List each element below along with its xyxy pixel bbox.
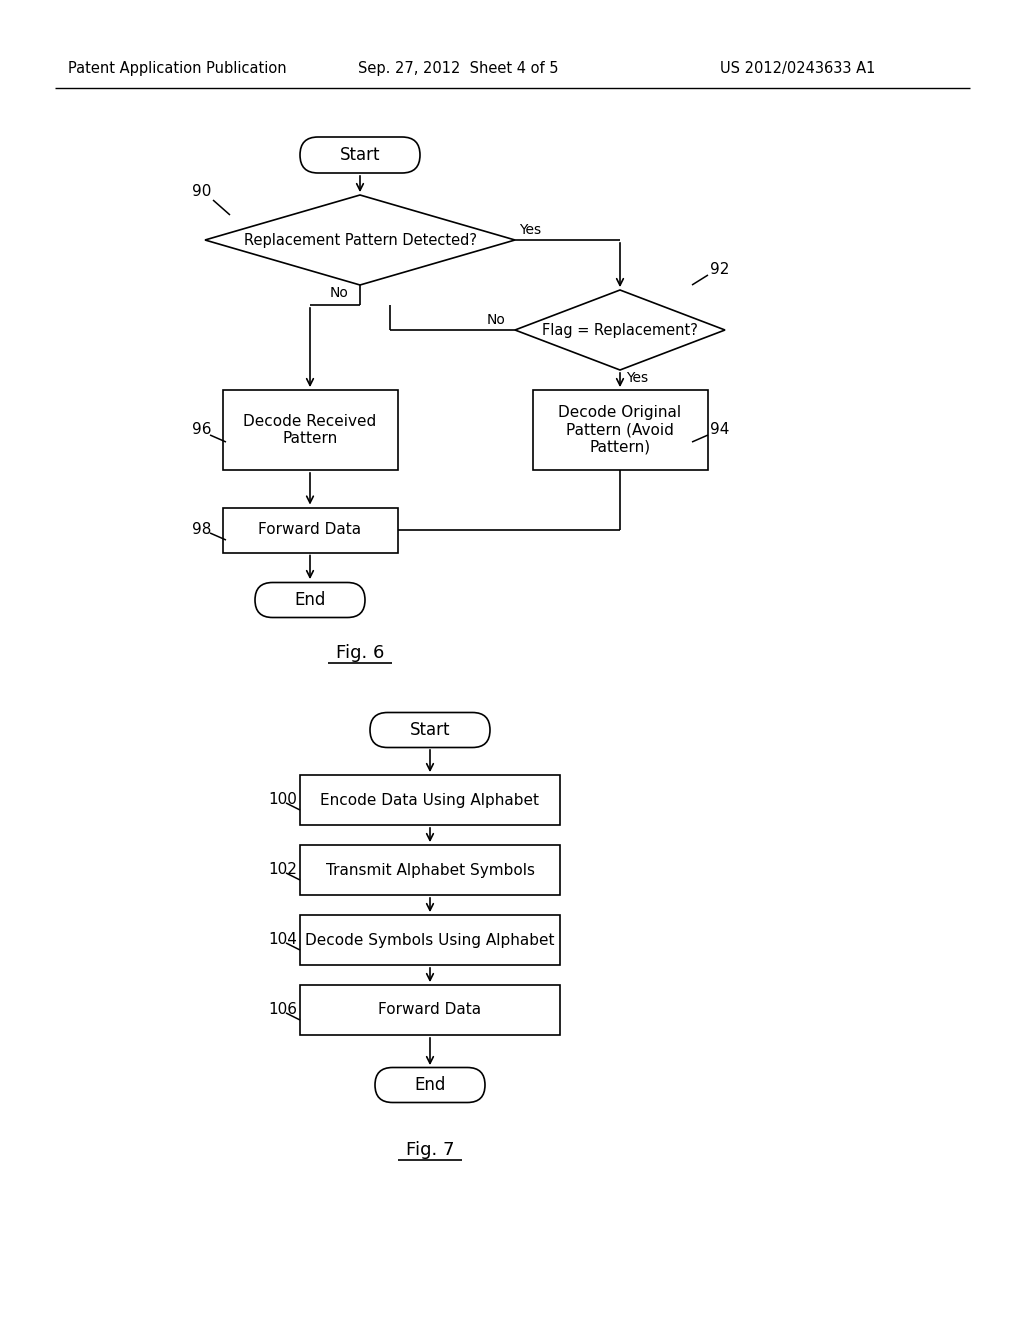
Text: No: No [330,286,349,300]
Text: Decode Original
Pattern (Avoid
Pattern): Decode Original Pattern (Avoid Pattern) [558,405,682,455]
Text: Sep. 27, 2012  Sheet 4 of 5: Sep. 27, 2012 Sheet 4 of 5 [358,61,558,75]
Polygon shape [515,290,725,370]
Bar [300,845,560,895]
Text: Yes: Yes [519,223,541,238]
Text: Forward Data: Forward Data [379,1002,481,1018]
FancyBboxPatch shape [370,713,490,747]
Text: 102: 102 [268,862,297,878]
Bar [300,775,560,825]
Text: End: End [294,591,326,609]
Bar [532,389,708,470]
Text: End: End [415,1076,445,1094]
Text: Start: Start [410,721,451,739]
Text: US 2012/0243633 A1: US 2012/0243633 A1 [720,61,876,75]
Text: Replacement Pattern Detected?: Replacement Pattern Detected? [244,232,476,248]
Text: No: No [487,313,506,327]
Text: 98: 98 [193,523,211,537]
Text: Forward Data: Forward Data [258,523,361,537]
Text: 106: 106 [268,1002,297,1018]
Text: 90: 90 [193,185,211,199]
Text: 92: 92 [710,263,729,277]
Text: Patent Application Publication: Patent Application Publication [68,61,287,75]
Bar [222,389,397,470]
Text: Fig. 6: Fig. 6 [336,644,384,663]
Polygon shape [205,195,515,285]
FancyBboxPatch shape [255,582,365,618]
Bar [300,985,560,1035]
Bar [300,915,560,965]
FancyBboxPatch shape [375,1068,485,1102]
Text: Decode Symbols Using Alphabet: Decode Symbols Using Alphabet [305,932,555,948]
Text: Transmit Alphabet Symbols: Transmit Alphabet Symbols [326,862,535,878]
Text: 104: 104 [268,932,297,948]
Text: 94: 94 [710,422,729,437]
Bar [222,507,397,553]
Text: Fig. 7: Fig. 7 [406,1140,455,1159]
FancyBboxPatch shape [300,137,420,173]
Text: 96: 96 [193,422,212,437]
Text: Encode Data Using Alphabet: Encode Data Using Alphabet [321,792,540,808]
Text: Decode Received
Pattern: Decode Received Pattern [244,413,377,446]
Text: 100: 100 [268,792,297,808]
Text: Yes: Yes [626,371,648,385]
Text: Start: Start [340,147,380,164]
Text: Flag = Replacement?: Flag = Replacement? [542,322,698,338]
